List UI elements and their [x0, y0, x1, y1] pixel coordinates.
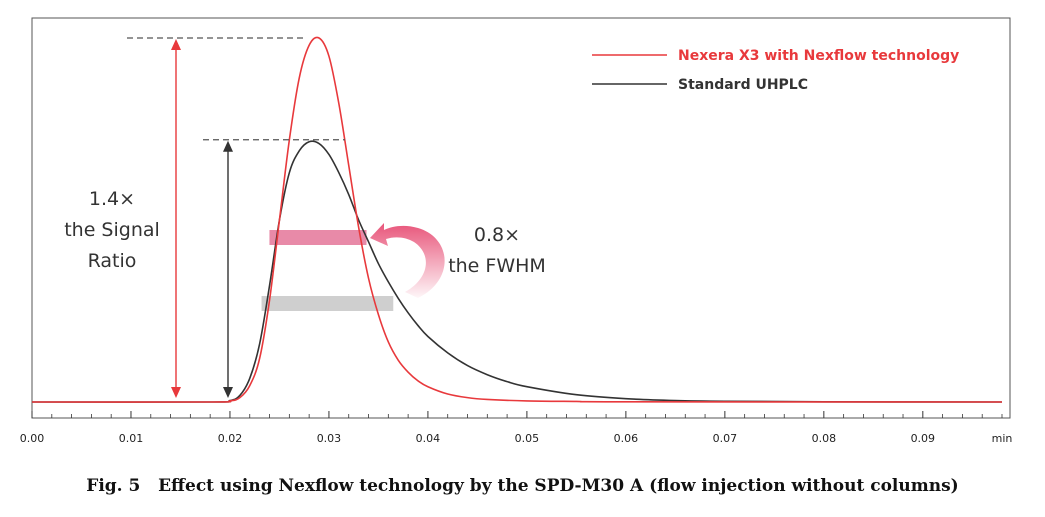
nexera-height-arrow-head-bottom — [171, 387, 181, 398]
curved-arrow-icon — [370, 223, 445, 298]
x-axis-unit-label: min — [992, 432, 1013, 445]
series-line-nexera — [31, 36, 1003, 403]
figure-caption: Fig. 5 Effect using Nexflow technology b… — [86, 476, 959, 496]
standard-height-arrow-head-top — [223, 140, 233, 152]
x-tick-label: 0.09 — [911, 432, 936, 445]
legend-label-nexera: Nexera X3 with Nexflow technology — [678, 48, 959, 64]
signal-ratio-label-line-2: Ratio — [88, 250, 137, 272]
standard-fwhm-bar — [261, 296, 394, 311]
signal-ratio-label-line-0: 1.4× — [89, 188, 135, 210]
standard-height-arrow-head-bottom — [223, 387, 233, 398]
signal-ratio-label-line-1: the Signal — [64, 219, 160, 241]
x-tick-label: 0.04 — [416, 432, 441, 445]
x-tick-label: 0.01 — [119, 432, 144, 445]
x-tick-label: 0.06 — [614, 432, 639, 445]
x-tick-label: 0.08 — [812, 432, 837, 445]
legend-label-standard: Standard UHPLC — [678, 77, 808, 93]
x-tick-label: 0.07 — [713, 432, 738, 445]
x-tick-label: 0.00 — [20, 432, 45, 445]
fwhm-label-line-0: 0.8× — [474, 224, 520, 246]
plot-frame — [31, 17, 1011, 419]
series-line-standard — [31, 140, 1003, 403]
x-tick-label: 0.02 — [218, 432, 243, 445]
x-tick-label: 0.05 — [515, 432, 540, 445]
nexera-fwhm-bar — [269, 230, 367, 245]
x-tick-label: 0.03 — [317, 432, 342, 445]
nexera-height-arrow-head-top — [171, 39, 181, 50]
fwhm-label-line-1: the FWHM — [448, 255, 546, 277]
